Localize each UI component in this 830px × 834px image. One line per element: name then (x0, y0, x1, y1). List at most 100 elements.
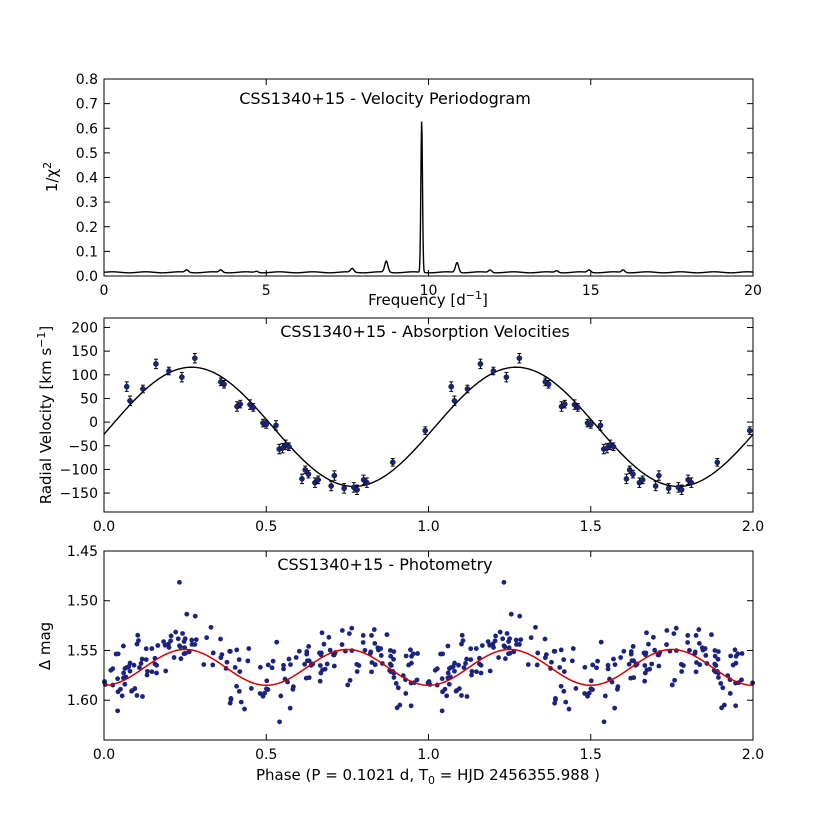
velocity-point (746, 427, 753, 434)
photometry-point (553, 696, 558, 701)
photometry-point (346, 631, 352, 636)
periodogram-ytick-label: 0.8 (76, 72, 98, 88)
velocity-ytick-label: −50 (68, 439, 98, 455)
photometry-point (611, 656, 616, 662)
velocity-point (597, 422, 604, 429)
photometry-point (478, 662, 484, 668)
photometry-point (122, 666, 128, 671)
photometry-point (728, 653, 734, 659)
velocity-ytick-label: −100 (60, 462, 98, 478)
periodogram-ytick-label: 0.5 (76, 146, 98, 162)
photometry-point (189, 637, 195, 643)
velocity-point (127, 398, 133, 404)
photometry-point (479, 643, 485, 648)
photometry-xtick-label: 1.5 (580, 747, 602, 763)
photometry-point (590, 687, 595, 692)
photometry-point (265, 662, 271, 668)
photometry-point (561, 688, 567, 694)
velocity-point (477, 361, 484, 367)
photometry-point (347, 677, 353, 683)
photometry-point (317, 663, 323, 668)
photometry-point (590, 662, 596, 668)
photometry-point (664, 628, 670, 633)
photometry-point (138, 661, 144, 666)
photometry-point (504, 631, 510, 636)
photometry-point (327, 647, 333, 653)
photometry-point (387, 648, 393, 653)
photometry-point (697, 662, 703, 668)
velocity-point (665, 485, 672, 492)
photometry-fit-curve (103, 648, 754, 687)
photometry-point (115, 689, 121, 695)
photometry-point (601, 719, 607, 725)
photometry-point (306, 644, 312, 649)
photometry-point (444, 693, 450, 699)
photometry-point (432, 667, 438, 673)
photometry-point (393, 681, 399, 686)
velocity-point (448, 383, 455, 390)
photometry-point (248, 686, 254, 691)
photometry-ytick-label: 1.60 (67, 693, 98, 709)
photometry-point (278, 693, 284, 699)
photometry-point (647, 666, 653, 672)
photometry-point (145, 668, 150, 674)
photometry-point (331, 663, 337, 669)
photometry-point (388, 653, 394, 659)
photometry-point (543, 652, 549, 658)
photometry-ytick-label: 1.55 (67, 643, 98, 659)
photometry-point (733, 703, 739, 709)
photometry-point (469, 668, 475, 674)
velocity-point (153, 361, 159, 367)
periodogram-title: CSS1340+15 - Velocity Periodogram (239, 89, 531, 108)
velocity-point (688, 479, 695, 486)
photometry-point (696, 627, 702, 632)
photometry-point (219, 652, 225, 658)
photometry-point (304, 649, 310, 654)
photometry-point (166, 645, 172, 650)
velocity-point (652, 483, 659, 489)
periodogram-xlabel: Frequency [d−1] (368, 289, 488, 309)
photometry-point (450, 664, 456, 669)
photometry-point (127, 668, 133, 674)
photometry-point (143, 657, 149, 662)
photometry-point (447, 666, 452, 671)
photometry-point (626, 661, 632, 667)
photometry-point (262, 690, 268, 696)
photometry-point (208, 624, 214, 630)
photometry-point (115, 708, 121, 714)
photometry-point (702, 646, 708, 651)
photometry-point (403, 691, 409, 696)
photometry-point (137, 665, 142, 670)
photometry-point (228, 696, 234, 701)
velocity-point (714, 459, 721, 466)
velocity-point (354, 486, 360, 493)
photometry-point (161, 639, 167, 644)
periodogram-xtick-label: 0 (100, 283, 109, 299)
photometry-point (716, 675, 721, 680)
velocity-xtick-label: 2.0 (742, 519, 764, 535)
photometry-point (561, 657, 567, 663)
photometry-point (517, 613, 523, 619)
photometry-point (558, 647, 564, 653)
photometry-ylabel: Δ mag (36, 622, 54, 670)
photometry-point (681, 663, 686, 668)
photometry-point (246, 646, 252, 651)
photometry-point (108, 667, 114, 673)
photometry-point (739, 651, 745, 656)
photometry-point (360, 640, 366, 645)
velocity-point (166, 368, 172, 374)
photometry-point (321, 641, 327, 647)
photometry-point (178, 656, 184, 662)
photometry-point (192, 642, 198, 647)
photometry-point (618, 655, 624, 660)
photometry-point (236, 657, 242, 663)
photometry-point (497, 629, 503, 635)
photometry-point (644, 630, 649, 636)
photometry-point (126, 664, 132, 669)
photometry-point (528, 635, 534, 641)
photometry-point (464, 656, 470, 662)
photometry-point (409, 660, 414, 666)
photometry-point (286, 656, 292, 662)
photometry-panel: 0.0 0.5 1.0 1.5 2.0 1.45 1.50 1.55 1.60 CSS1340+… (36, 544, 764, 787)
photometry-point (281, 666, 286, 672)
